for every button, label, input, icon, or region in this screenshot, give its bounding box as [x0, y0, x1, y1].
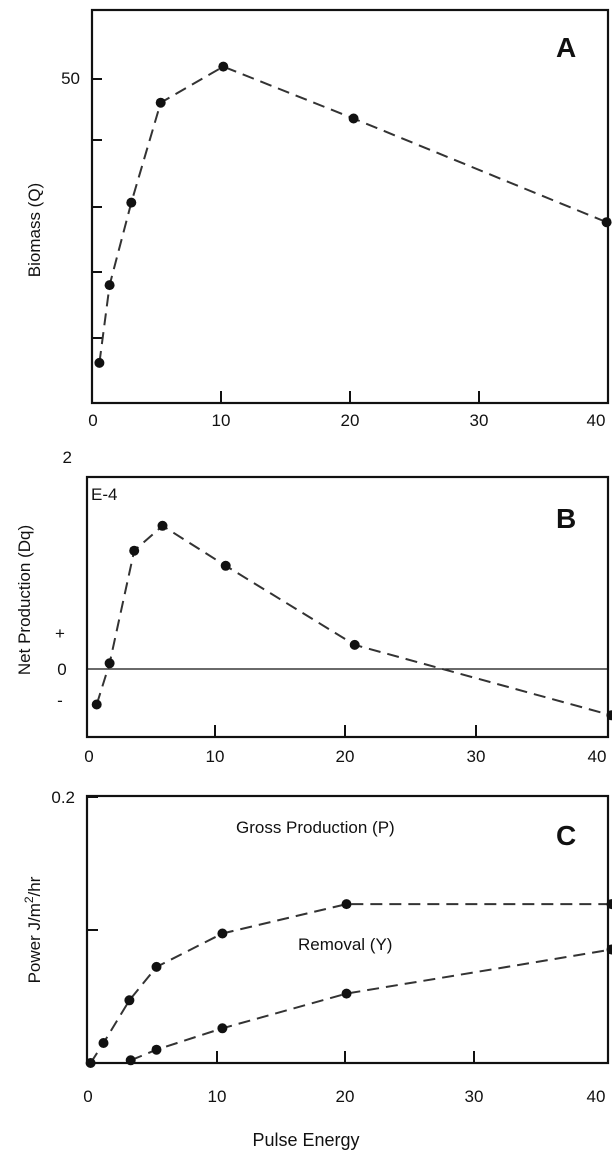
data-point [124, 995, 135, 1006]
data-point [217, 928, 228, 939]
panel-c-ylabel: Power J/m2/hr [22, 876, 44, 983]
panel-b-letter: B [556, 503, 576, 534]
data-point [151, 961, 162, 972]
panel-a-yticks [92, 78, 102, 339]
data-point [94, 357, 105, 368]
x-axis-title: Pulse Energy [252, 1130, 359, 1150]
panel-b: 2 E-4 B Net Production (Dq) + 0 - 0 10 2… [15, 448, 612, 766]
panel-c-xtick-label-30: 30 [465, 1087, 484, 1106]
gross-production-label: Gross Production (P) [236, 818, 395, 837]
panel-c-xtick-label-20: 20 [336, 1087, 355, 1106]
panel-b-minus-label: - [57, 691, 63, 710]
panel-a-xtick-label-10: 10 [212, 411, 231, 430]
series-line [89, 903, 612, 1064]
panel-c-ytick-label: 0.2 [51, 788, 75, 807]
panel-a-frame [90, 8, 610, 405]
panel-a: A Biomass (Q) 50 0 10 20 30 40 [25, 8, 612, 430]
panel-c-xtick-label-0: 0 [83, 1087, 92, 1106]
panel-c-series [85, 899, 612, 1068]
panel-b-xtick-label-30: 30 [467, 747, 486, 766]
data-point [349, 639, 360, 650]
series-line [130, 948, 612, 1062]
data-point [341, 899, 352, 910]
panel-b-xtick-label-10: 10 [206, 747, 225, 766]
data-point [129, 545, 140, 556]
panel-c-xticks [216, 1051, 475, 1063]
data-point [220, 560, 231, 571]
data-point [606, 899, 612, 910]
panel-a-ylabel: Biomass (Q) [25, 183, 44, 277]
panel-b-scale-label: E-4 [91, 485, 117, 504]
data-point [126, 197, 137, 208]
panel-a-series [94, 61, 612, 368]
panel-a-xtick-label-40: 40 [587, 411, 606, 430]
data-point [348, 113, 359, 124]
data-point [104, 280, 115, 291]
panel-b-xtick-label-0: 0 [84, 747, 93, 766]
data-point [606, 710, 612, 721]
panel-b-ytick-top: 2 [63, 448, 72, 467]
panel-b-zero-label: 0 [57, 660, 66, 679]
panel-c-letter: C [556, 820, 576, 851]
panel-a-xtick-label-30: 30 [470, 411, 489, 430]
data-point [151, 1044, 162, 1055]
panel-a-xticks [220, 391, 480, 403]
data-point [155, 97, 166, 108]
data-point [104, 658, 115, 669]
data-point [98, 1038, 109, 1048]
data-point [125, 1055, 136, 1066]
panel-c-ylabel-text: Power J/m2/hr [22, 876, 44, 983]
panel-a-xtick-label-20: 20 [341, 411, 360, 430]
panel-b-series [91, 520, 612, 721]
panel-b-xtick-label-20: 20 [336, 747, 355, 766]
panel-b-xtick-label-40: 40 [588, 747, 607, 766]
panel-b-frame [85, 475, 610, 739]
panel-b-xticks [214, 725, 477, 737]
removal-label: Removal (Y) [298, 935, 392, 954]
series-line [98, 65, 607, 364]
panel-a-letter: A [556, 32, 576, 63]
data-point [341, 988, 352, 999]
panel-b-ylabel: Net Production (Dq) [15, 525, 34, 675]
data-point [218, 61, 229, 72]
panel-c: 0.2 C Power J/m2/hr Gross Production (P)… [22, 788, 612, 1106]
data-point [601, 217, 612, 228]
data-point [217, 1023, 228, 1034]
panel-a-ytick-label: 50 [61, 69, 80, 88]
panel-c-yticks [87, 796, 98, 931]
panel-b-plus-label: + [55, 624, 65, 643]
data-point [606, 944, 612, 955]
panel-c-xtick-label-10: 10 [208, 1087, 227, 1106]
data-point [85, 1058, 96, 1068]
panel-a-xtick-label-0: 0 [88, 411, 97, 430]
panel-c-xtick-label-40: 40 [587, 1087, 606, 1106]
data-point [157, 520, 168, 531]
data-point [91, 699, 102, 710]
series-line [95, 524, 612, 717]
